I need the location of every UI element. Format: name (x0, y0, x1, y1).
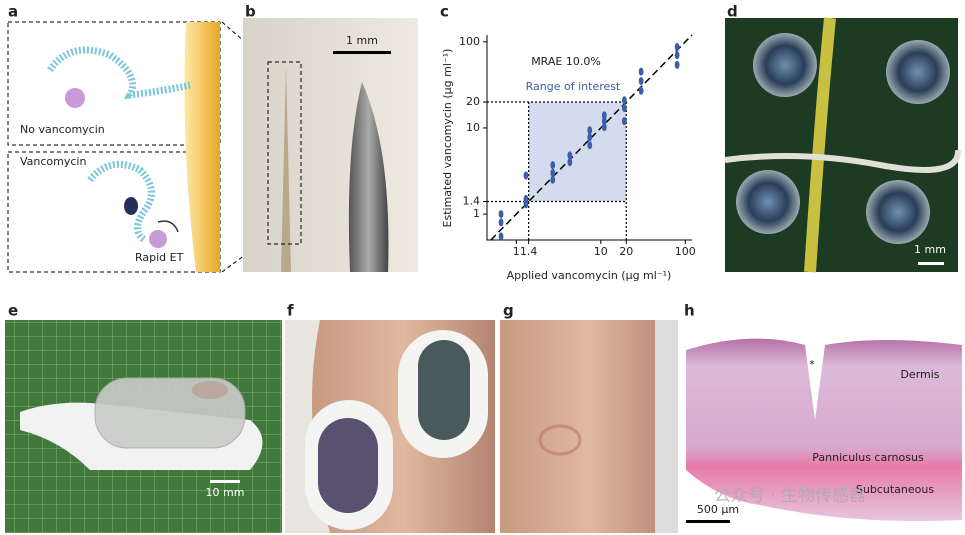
point (498, 218, 504, 227)
point (638, 86, 644, 95)
y-tick-label: 10 (466, 121, 480, 134)
panel-h (682, 320, 962, 533)
x-tick-label: 20 (619, 245, 633, 258)
annotation: MRAE 10.0% (531, 55, 601, 68)
y-tick-label: 1.4 (463, 194, 481, 207)
x-tick-label: 100 (675, 245, 696, 258)
panel-a (7, 21, 269, 273)
point (621, 104, 627, 113)
panel-letter: g (503, 302, 514, 320)
panel-e (5, 320, 282, 533)
axes (486, 35, 692, 241)
panel-letters: a b c d e f g h (8, 3, 738, 320)
panel-letter: f (287, 302, 294, 320)
point (498, 210, 504, 219)
point (674, 43, 680, 52)
panel-b (243, 18, 418, 272)
label: Vancomycin (20, 155, 86, 168)
point (550, 161, 556, 170)
watermark: 公众号 · 生物传感器 (714, 486, 866, 506)
label: No vancomycin (20, 123, 105, 136)
panel-letter: e (8, 302, 18, 320)
panel-d (724, 17, 961, 273)
point (567, 158, 573, 167)
y-tick-label: 20 (466, 95, 480, 108)
point (638, 67, 644, 76)
point (601, 117, 607, 126)
tissue-label: Subcutaneous (856, 483, 934, 496)
point (523, 171, 529, 180)
point (550, 168, 556, 177)
label: Rapid ET (135, 251, 184, 264)
point (601, 123, 607, 132)
point (621, 117, 627, 126)
point (550, 175, 556, 184)
x-tick-label: 10 (594, 245, 608, 258)
tissue-label: * (809, 358, 815, 371)
tissue-label: Dermis (900, 368, 939, 381)
x-tick-label: 1.4 (520, 245, 538, 258)
scale-bar-label: 1 mm (346, 34, 378, 47)
scale-bar-label: 1 mm (914, 243, 946, 256)
point (587, 133, 593, 142)
point (621, 96, 627, 105)
y-axis-label: Estimated vancomycin (µg ml⁻¹) (441, 49, 454, 228)
point (638, 77, 644, 86)
point (674, 60, 680, 69)
y-tick-label: 1 (473, 207, 480, 220)
tissue-label: Panniculus carnosus (812, 451, 924, 464)
panel-letter: b (245, 3, 256, 21)
panel-g (500, 320, 678, 533)
point (601, 111, 607, 120)
region-label: Range of interest (526, 80, 621, 93)
panel-letter: c (440, 3, 449, 21)
x-axis-label: Applied vancomycin (µg ml⁻¹) (507, 269, 672, 282)
point (587, 126, 593, 135)
point (674, 51, 680, 60)
point (587, 141, 593, 150)
panel-f (285, 320, 495, 533)
point (523, 194, 529, 203)
panel-letter: d (727, 3, 738, 21)
point (498, 232, 504, 241)
panel-letter: a (8, 3, 18, 21)
x-tick-label: 1 (513, 245, 520, 258)
y-tick-label: 100 (459, 35, 480, 48)
panel-letter: h (684, 302, 695, 320)
scale-bar-label: 10 mm (206, 486, 245, 499)
scale-bar-label: 500 µm (697, 503, 739, 516)
point (567, 151, 573, 160)
